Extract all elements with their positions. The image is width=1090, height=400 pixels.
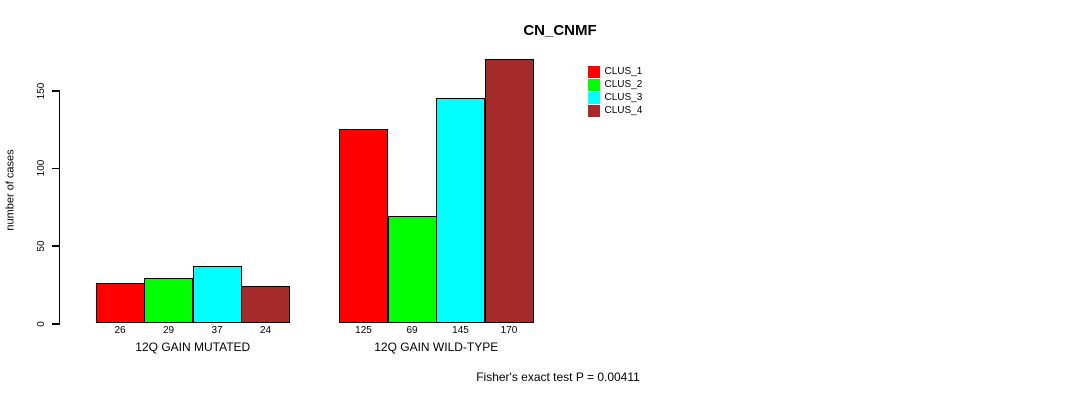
legend-label: CLUS_2	[604, 78, 643, 90]
legend-swatch	[588, 92, 600, 104]
legend-entry: CLUS_1	[588, 66, 642, 78]
y-axis-line	[58, 90, 60, 325]
bar	[387, 215, 437, 323]
footnote: Fisher's exact test P = 0.00411	[476, 370, 640, 384]
y-axis-tick	[51, 245, 59, 247]
bar	[484, 58, 534, 323]
bar	[95, 282, 145, 323]
bar-value-label: 145	[452, 325, 469, 336]
y-axis-tick-label: 0	[36, 320, 47, 327]
legend-swatch	[588, 66, 600, 78]
legend-label: CLUS_4	[604, 105, 643, 117]
y-axis-tick	[51, 323, 59, 325]
bar-value-label: 24	[259, 325, 272, 336]
bar-value-label: 26	[114, 325, 126, 336]
bar	[144, 277, 193, 323]
bar	[241, 285, 290, 323]
bar-value-label: 69	[406, 325, 418, 336]
bar	[339, 128, 388, 323]
chart-title: CN_CNMF	[523, 22, 597, 39]
bar-value-label: 37	[211, 325, 223, 336]
y-axis-tick-label: 50	[36, 240, 47, 252]
bar	[192, 265, 242, 323]
y-axis-tick	[51, 167, 59, 170]
legend-label: CLUS_1	[604, 65, 643, 77]
y-axis-title: number of cases	[4, 149, 17, 231]
legend-entry: CLUS_3	[588, 92, 642, 104]
bar-value-label: 29	[162, 325, 175, 336]
bar	[436, 97, 485, 323]
legend-entry: CLUS_2	[588, 79, 642, 91]
bar-value-label: 170	[500, 325, 518, 336]
y-axis-tick-label: 100	[36, 159, 47, 177]
y-axis-tick	[51, 90, 59, 92]
bar-value-label: 125	[355, 325, 372, 336]
legend-label: CLUS_3	[604, 91, 643, 103]
category-label: 12Q GAIN MUTATED	[135, 340, 251, 354]
category-label: 12Q GAIN WILD-TYPE	[374, 340, 499, 354]
legend-swatch	[588, 105, 600, 117]
legend-entry: CLUS_4	[588, 105, 642, 117]
legend-swatch	[588, 79, 600, 91]
y-axis-tick-label: 150	[36, 82, 47, 99]
